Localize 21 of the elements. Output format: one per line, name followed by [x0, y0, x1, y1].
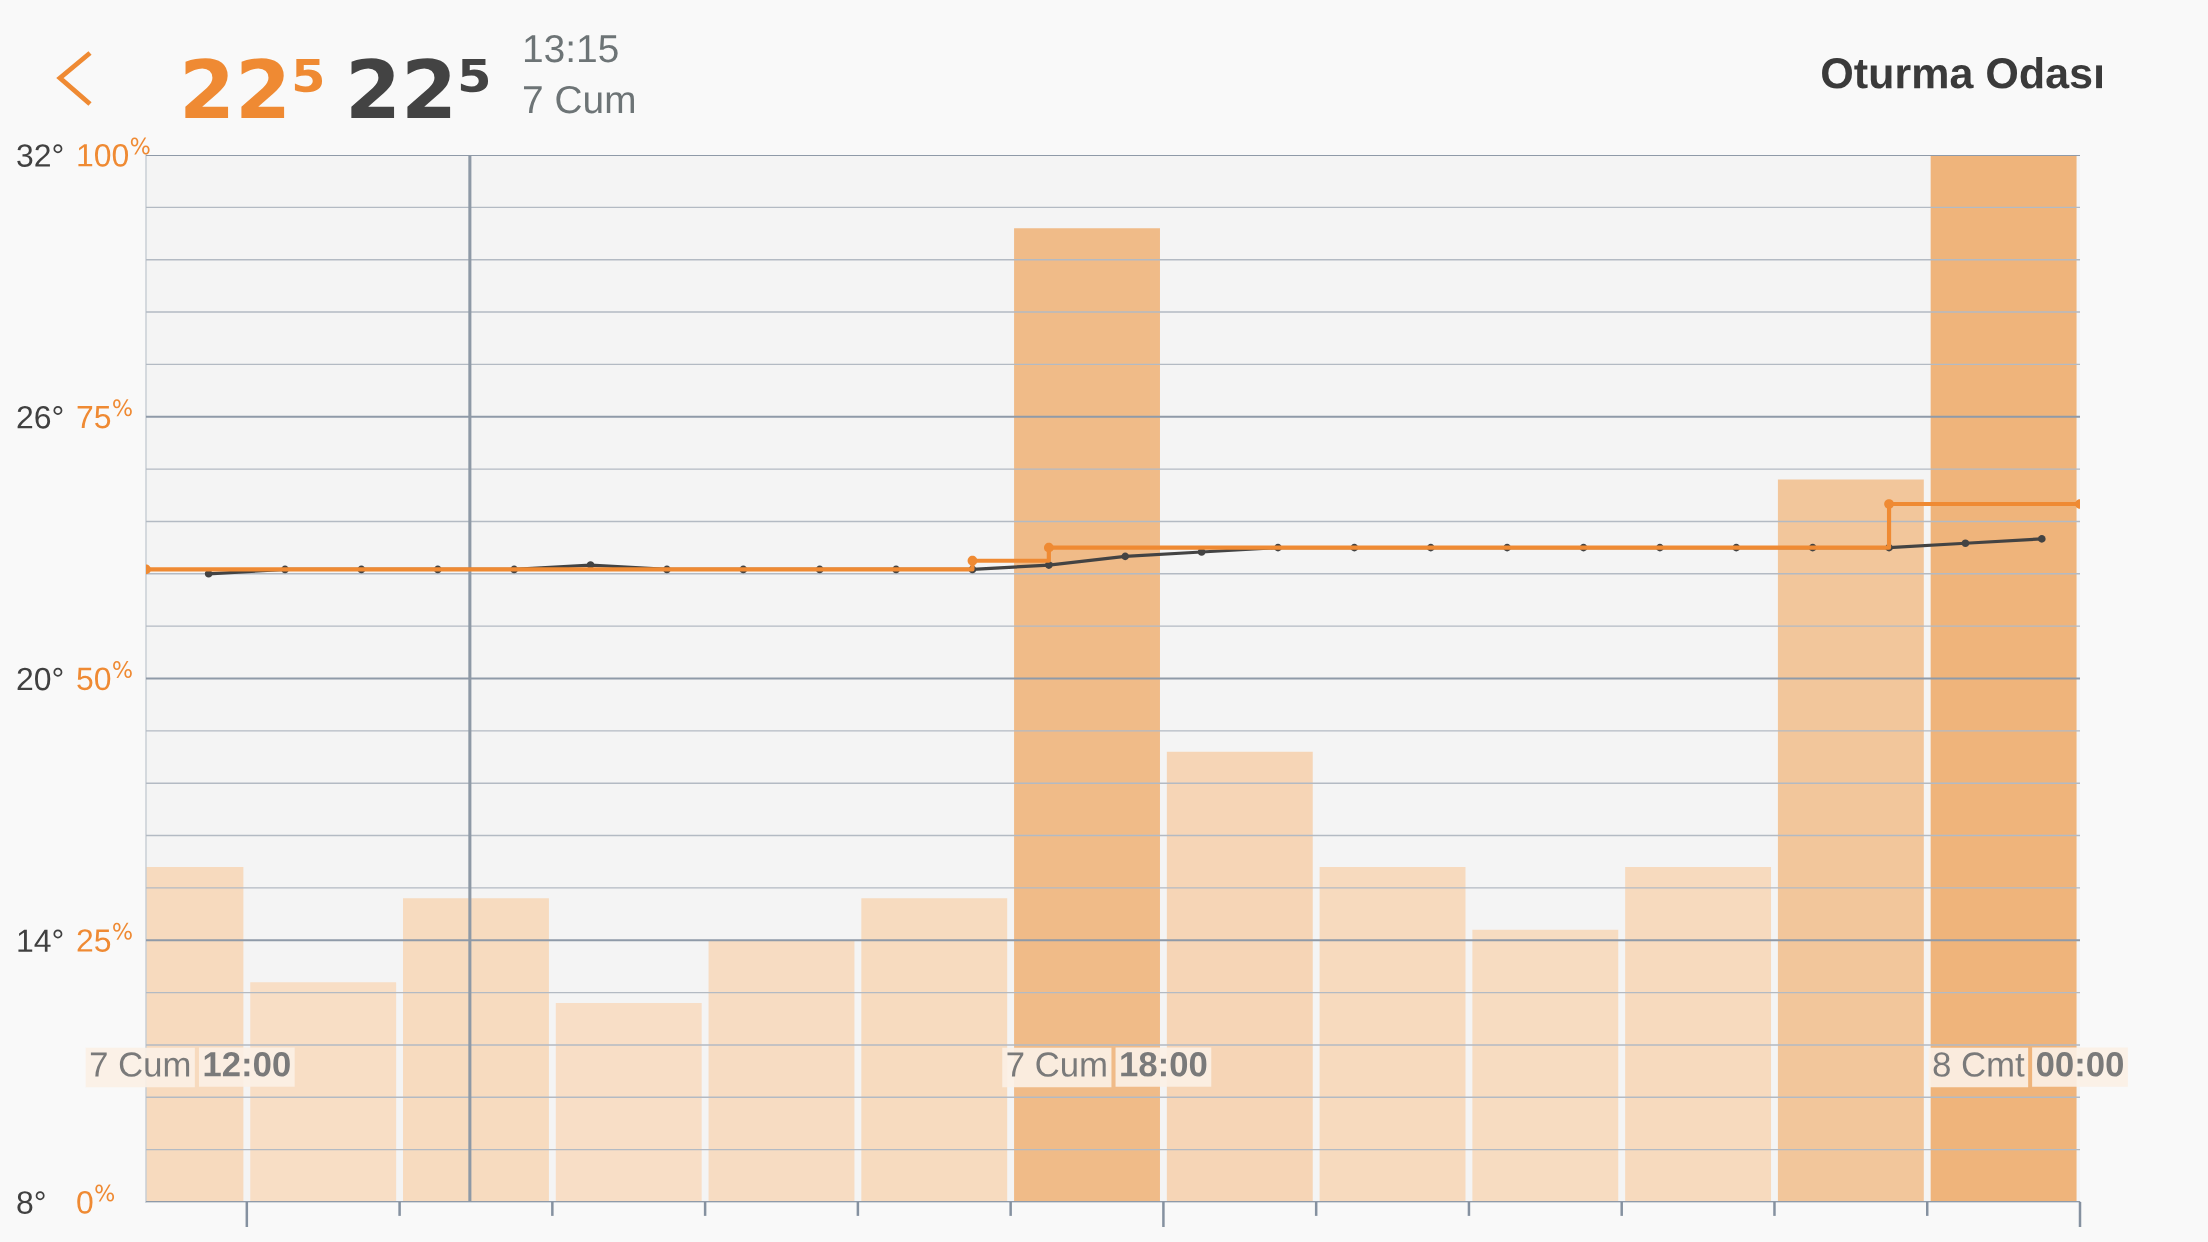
y-tick-label: 32° [17, 144, 63, 167]
y2-tick-label: 100$^{%}$ [78, 137, 150, 167]
chart-title: Oturma Odası [1822, 56, 2102, 89]
y2-tick-label: 75$^{%}$ [77, 399, 132, 429]
annotation: 7 Cum [1007, 1052, 1106, 1077]
text: 22⁵ [351, 58, 489, 118]
y-tick-label: 20° [17, 667, 63, 691]
annotation: 8 Cmt [1933, 1052, 2025, 1077]
text: 7 Cum [523, 85, 634, 114]
y2-tick-label: 25$^{%}$ [77, 922, 132, 952]
text: 22⁵ [185, 58, 323, 118]
y-tick-label: 14° [18, 929, 63, 952]
y-tick-label: 8° [17, 1191, 45, 1214]
annotation: 7 Cum [90, 1052, 190, 1077]
y2-tick-label: 0$^{%}$ [77, 1184, 115, 1214]
text: 13:15 [524, 34, 618, 63]
y2-tick-label: 50$^{%}$ [77, 661, 132, 691]
x-tick-label: 00:00 [2036, 1051, 2123, 1077]
x-tick-label: 12:00 [204, 1051, 290, 1077]
x-tick-label: 18:00 [1121, 1051, 1207, 1077]
y-tick-label: 26° [17, 406, 63, 429]
